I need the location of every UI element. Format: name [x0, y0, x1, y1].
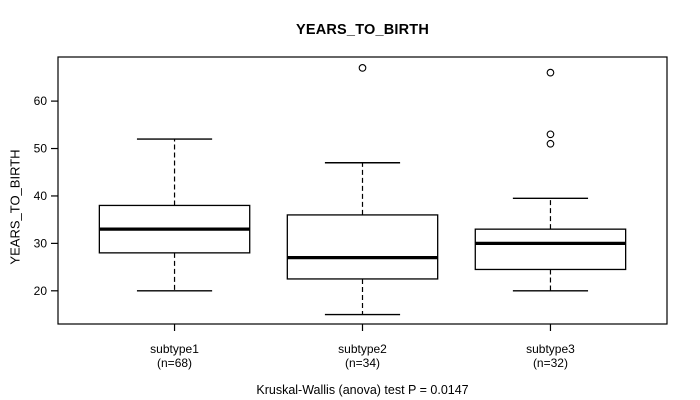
y-tick-label: 20 [34, 284, 48, 298]
x-category-label: subtype2 [338, 342, 387, 356]
x-category-count: (n=34) [345, 356, 380, 370]
chart-title: YEARS_TO_BIRTH [295, 22, 430, 38]
x-category-count: (n=32) [533, 356, 568, 370]
y-tick-label: 50 [34, 142, 48, 156]
stat-test-caption: Kruskal-Wallis (anova) test P = 0.0147 [256, 383, 469, 397]
boxplot-box [286, 214, 439, 280]
outlier-point [546, 130, 555, 139]
y-tick-label: 40 [34, 189, 48, 203]
y-tick-label: 30 [34, 236, 48, 250]
boxplot-box [474, 228, 627, 271]
outlier-point [546, 68, 555, 77]
y-tick-label: 60 [34, 94, 48, 108]
outlier-point [546, 139, 555, 148]
outlier-point [358, 64, 367, 72]
x-category-count: (n=68) [157, 356, 192, 370]
x-category-label: subtype1 [150, 342, 199, 356]
x-category-label: subtype3 [526, 342, 575, 356]
